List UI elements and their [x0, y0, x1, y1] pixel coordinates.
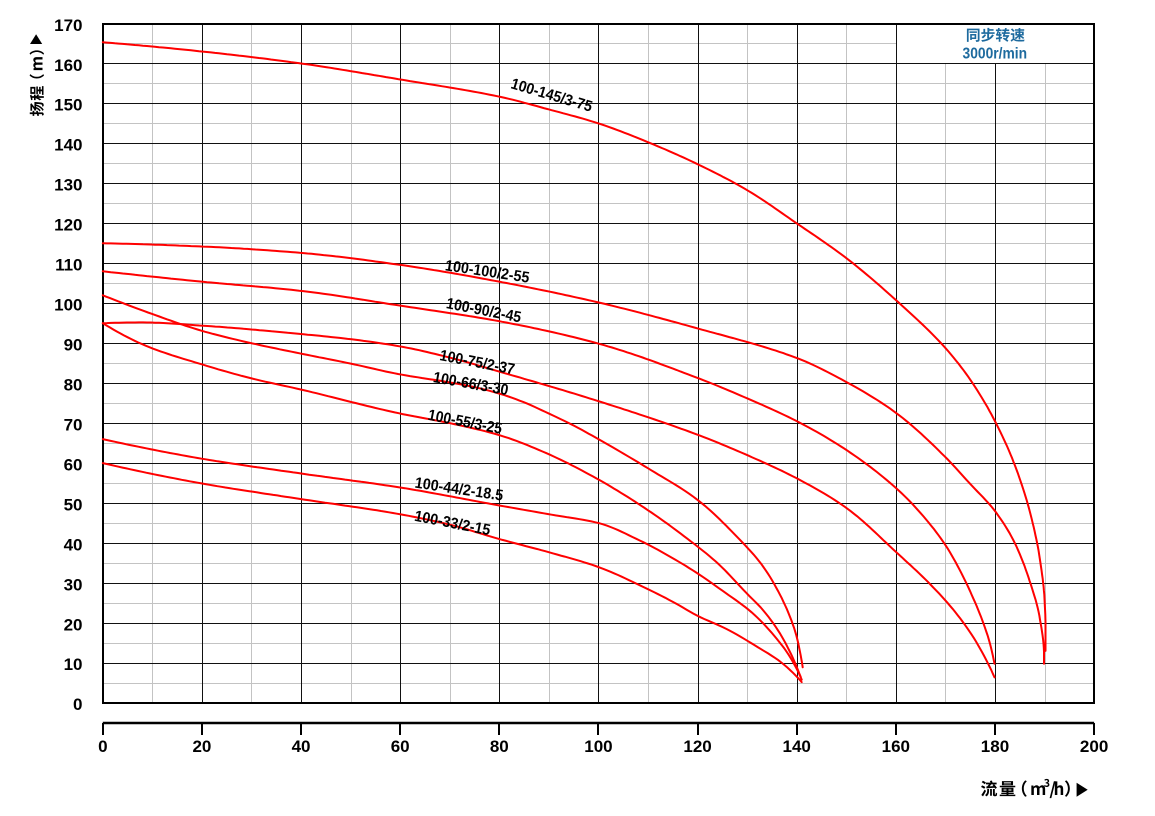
- svg-text:0: 0: [98, 737, 107, 756]
- svg-text:20: 20: [64, 615, 83, 634]
- svg-text:70: 70: [64, 415, 83, 434]
- svg-text:100: 100: [584, 737, 612, 756]
- svg-text:140: 140: [54, 136, 82, 155]
- svg-text:160: 160: [882, 737, 910, 756]
- svg-text:10: 10: [64, 655, 83, 674]
- svg-text:60: 60: [391, 737, 410, 756]
- svg-text:140: 140: [783, 737, 811, 756]
- svg-text:50: 50: [64, 495, 83, 514]
- svg-text:20: 20: [192, 737, 211, 756]
- svg-text:80: 80: [490, 737, 509, 756]
- svg-text:120: 120: [683, 737, 711, 756]
- svg-text:90: 90: [64, 336, 83, 355]
- svg-text:0: 0: [73, 695, 82, 714]
- svg-text:160: 160: [54, 56, 82, 75]
- svg-text:170: 170: [54, 16, 82, 35]
- svg-text:110: 110: [55, 256, 82, 275]
- svg-text:30: 30: [64, 575, 83, 594]
- svg-text:40: 40: [292, 737, 311, 756]
- svg-text:3000r/min: 3000r/min: [963, 45, 1028, 62]
- svg-text:200: 200: [1080, 737, 1108, 756]
- svg-text:120: 120: [54, 216, 82, 235]
- svg-text:180: 180: [981, 737, 1009, 756]
- svg-text:80: 80: [64, 375, 83, 394]
- svg-text:40: 40: [64, 535, 83, 554]
- svg-text:100: 100: [54, 296, 82, 315]
- svg-text:150: 150: [54, 96, 82, 115]
- svg-text:60: 60: [64, 455, 83, 474]
- svg-text:130: 130: [54, 176, 82, 195]
